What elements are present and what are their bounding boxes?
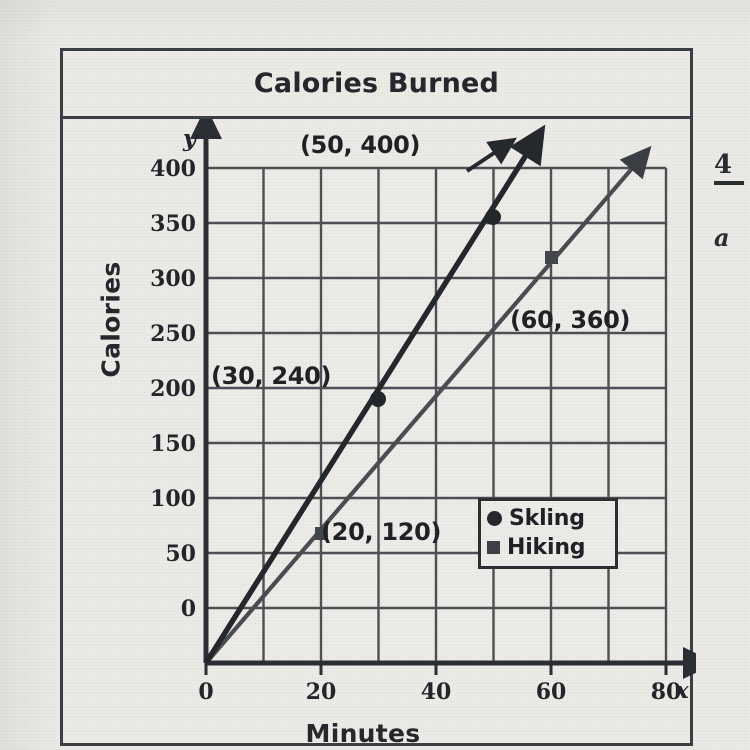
ytick-label-250: 250: [150, 321, 196, 347]
x-axis-variable: x: [675, 677, 689, 704]
xtick-label-40: 40: [420, 679, 452, 705]
ytick-label-50: 50: [165, 541, 196, 567]
y-axis-variable: y: [183, 125, 197, 152]
ytick-label-400: 400: [150, 156, 196, 182]
square-marker-icon: [487, 541, 500, 554]
data-point-skling-50-400: [485, 209, 501, 225]
ytick-label-100: 100: [150, 486, 196, 512]
ytick-label-200: 200: [150, 376, 196, 402]
fraction-bar-icon: [714, 181, 744, 185]
ytick-label-150: 150: [150, 431, 196, 457]
xtick-label-20: 20: [305, 679, 337, 705]
legend-label-hiking: Hiking: [507, 535, 586, 560]
ytick-label-300: 300: [150, 266, 196, 292]
margin-note-letter: a: [714, 223, 730, 252]
ytick-label-0: 0: [180, 596, 196, 622]
page-title: Calories Burned: [253, 68, 500, 99]
x-axis-ticks: [204, 663, 668, 675]
annotation-60-360: (60, 360): [510, 306, 631, 334]
margin-note-fragment: 4 a: [714, 152, 750, 252]
grid-vertical: [204, 168, 668, 663]
data-point-hiking-60-360: [545, 251, 558, 264]
data-point-hiking-20-120: [315, 527, 328, 540]
legend-label-skling: Skling: [509, 506, 585, 531]
series-line-skling: [203, 124, 546, 665]
figure-frame: Calories Burned Calories Minutes: [60, 48, 696, 748]
plot-region: Calories Minutes: [63, 119, 696, 748]
margin-note-numerator: 4: [714, 152, 733, 180]
annotation-50-400: (50, 400): [300, 131, 421, 159]
legend-item-hiking: Hiking: [487, 533, 609, 562]
annotation-20-120: (20, 120): [321, 518, 442, 546]
annotation-30-240: (30, 240): [211, 362, 332, 390]
x-axis-title: Minutes: [305, 719, 421, 748]
legend-item-skling: Skling: [487, 504, 609, 533]
circle-marker-icon: [487, 511, 502, 526]
xtick-label-0: 0: [198, 679, 214, 705]
series-line-hiking: [204, 145, 652, 665]
ytick-label-350: 350: [150, 211, 196, 237]
xtick-label-80: 80: [650, 679, 682, 705]
data-point-skling-30-240: [370, 391, 386, 407]
xtick-label-60: 60: [535, 679, 567, 705]
chart-title-bar: Calories Burned: [63, 51, 690, 119]
annotation-leader-50-400: [465, 137, 517, 173]
chart-legend: Skling Hiking: [478, 498, 618, 569]
